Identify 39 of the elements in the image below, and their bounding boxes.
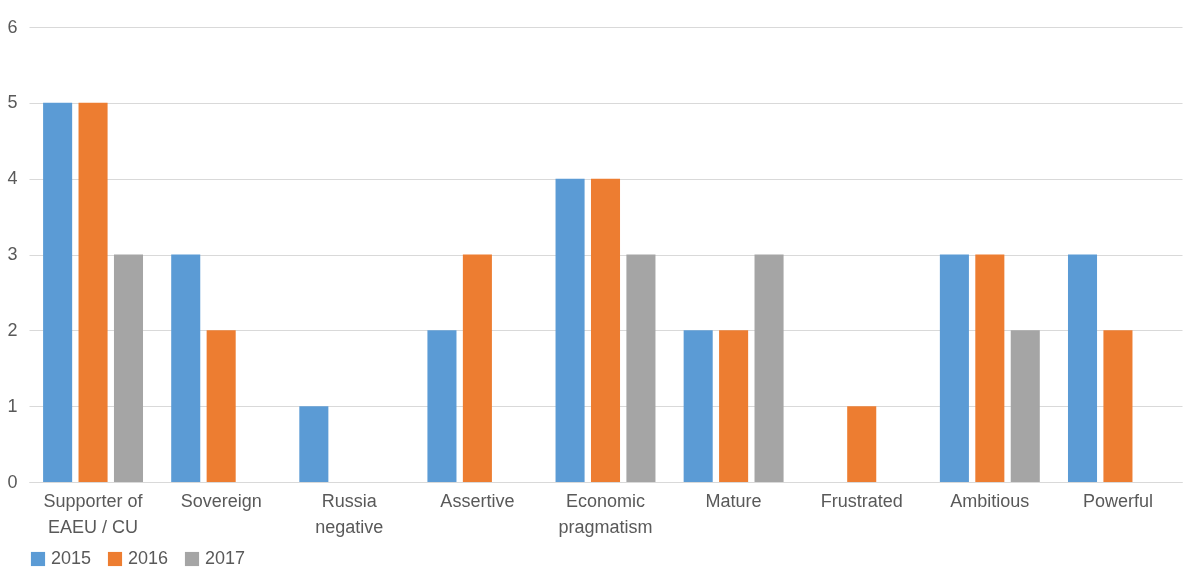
bar	[719, 330, 749, 482]
bar	[43, 102, 73, 482]
bar	[299, 406, 329, 482]
x-tick-label: Powerful	[1082, 490, 1153, 511]
bar	[78, 102, 108, 482]
bar	[555, 178, 585, 482]
x-tick-label: Economic pragmatism	[558, 490, 653, 537]
bar	[975, 254, 1005, 482]
x-tick-label: Assertive	[440, 490, 515, 511]
legend-label: 2016	[128, 548, 169, 568]
bar	[1067, 254, 1098, 482]
bar	[626, 254, 656, 482]
y-tick-label: 4	[7, 168, 18, 189]
y-tick-label: 5	[7, 92, 18, 113]
y-tick-label: 6	[7, 16, 18, 37]
x-tick-label: Mature	[705, 490, 762, 511]
bar	[462, 254, 492, 482]
legend-label: 2015	[51, 548, 92, 568]
bar	[939, 254, 969, 482]
y-tick-label: 0	[7, 471, 18, 492]
bar	[206, 330, 236, 482]
x-tick-label: Supporter of EAEU / CU	[43, 490, 144, 537]
x-tick-label: Frustrated	[820, 490, 903, 511]
bar	[754, 254, 784, 482]
bar	[847, 406, 877, 482]
y-tick-label: 1	[7, 395, 18, 416]
y-tick-label: 3	[7, 244, 18, 264]
bar	[113, 254, 144, 482]
bar	[427, 330, 457, 482]
x-tick-label: Sovereign	[180, 490, 262, 511]
legend-label: 2017	[205, 548, 246, 568]
bar	[1010, 330, 1040, 482]
bar	[171, 254, 201, 482]
x-tick-label: Ambitious	[950, 490, 1030, 511]
bar	[590, 178, 621, 482]
x-tick-label: Russia negative	[315, 490, 384, 537]
y-tick-label: 2	[7, 319, 18, 340]
bar	[1103, 330, 1133, 482]
bar	[683, 330, 713, 482]
